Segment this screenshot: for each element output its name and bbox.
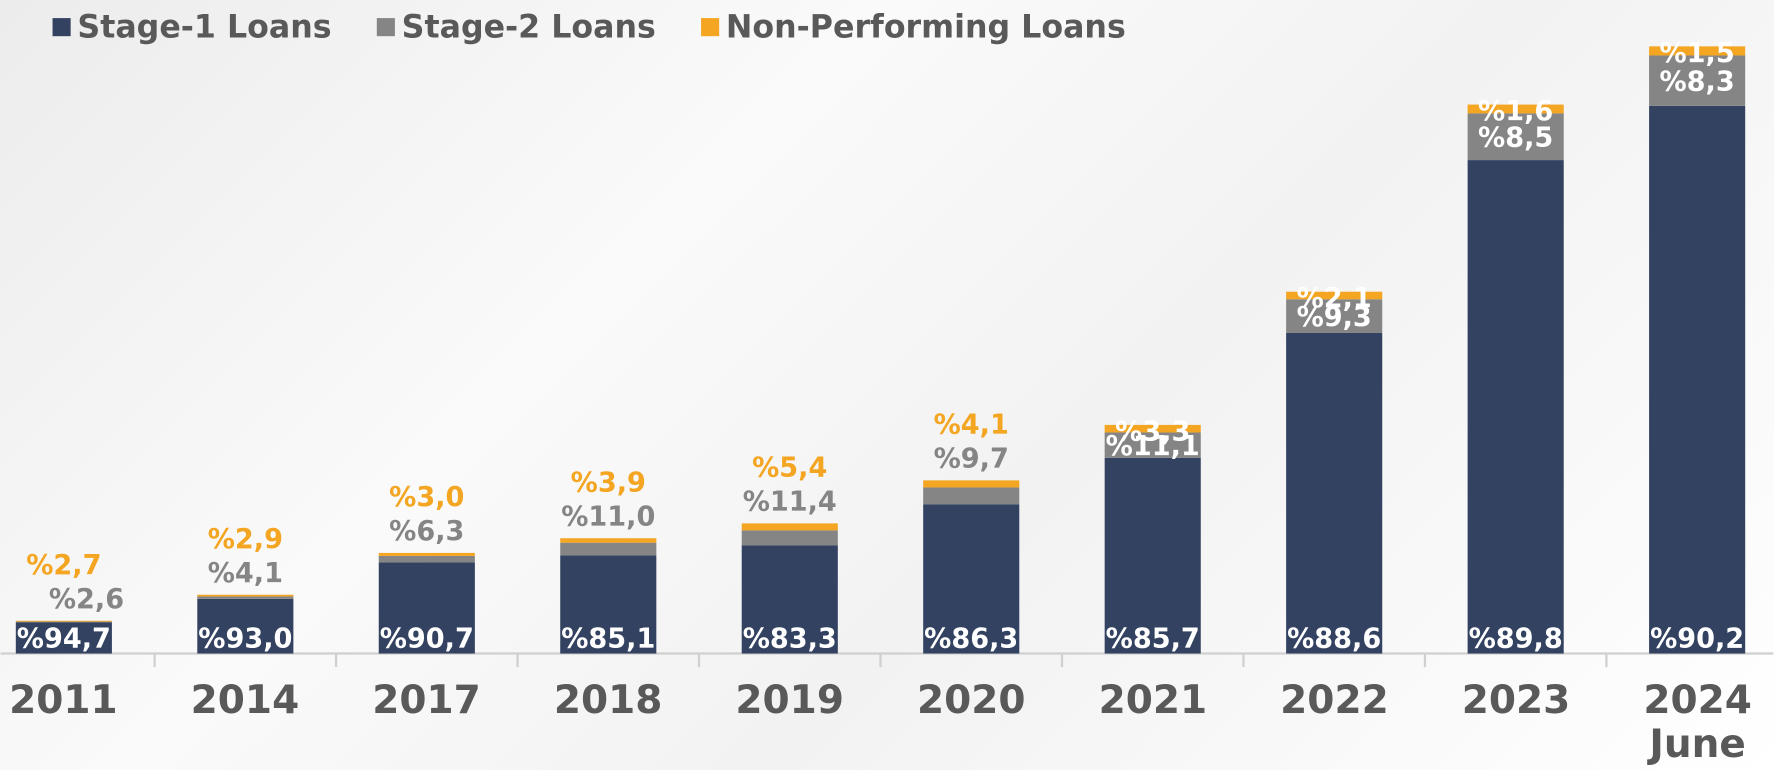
- x-tick-label: 2024 June: [1643, 677, 1752, 767]
- bar-segment: [741, 530, 838, 546]
- bar-segment: [197, 598, 294, 654]
- x-tick-label: 2018: [553, 677, 663, 723]
- bar-segment: [1649, 105, 1746, 654]
- legend-swatch: [376, 18, 395, 37]
- data-label: %11,4: [743, 487, 837, 518]
- data-label: %2,9: [208, 524, 283, 555]
- data-label: %8,5: [1478, 122, 1553, 153]
- bar-segment: [560, 542, 657, 556]
- bar-segment: [1286, 291, 1383, 300]
- legend-swatch: [701, 18, 720, 37]
- x-tick-label: 2022: [1280, 677, 1389, 723]
- x-tick-label: 2017: [372, 677, 481, 723]
- data-label: %83,3: [743, 623, 837, 654]
- data-label: %4,1: [934, 410, 1009, 441]
- bar-segment: [1649, 55, 1746, 106]
- data-label: %11,1: [1106, 431, 1200, 462]
- data-label: %90,2: [1650, 623, 1744, 654]
- data-label: %2,7: [26, 550, 101, 581]
- bar-segment: [197, 594, 294, 597]
- bar-segment: [15, 620, 112, 622]
- data-label: %85,1: [561, 623, 655, 654]
- data-label: %3,0: [389, 482, 464, 513]
- data-label: %3,9: [571, 467, 646, 498]
- data-label: %89,8: [1469, 623, 1563, 654]
- x-tick-label: 2021: [1098, 677, 1208, 723]
- data-label: %94,7: [17, 623, 111, 654]
- data-label: %88,6: [1287, 623, 1381, 654]
- bar-segment: [1467, 104, 1564, 114]
- bar-segment: [923, 504, 1020, 654]
- data-label: %90,7: [380, 623, 474, 654]
- data-label: %1,6: [1478, 96, 1553, 127]
- data-label: %85,7: [1106, 623, 1200, 654]
- data-label: %2,6: [49, 584, 124, 615]
- data-label: %9,3: [1297, 302, 1372, 333]
- data-label: %2,1: [1297, 283, 1372, 314]
- bar-segment: [560, 555, 657, 654]
- bar-segment: [741, 523, 838, 531]
- bar-segment: [1286, 332, 1383, 654]
- bar-segment: [1104, 457, 1201, 654]
- x-tick-label: 2020: [917, 677, 1026, 723]
- data-label: %1,5: [1660, 38, 1735, 69]
- data-label: %11,0: [561, 501, 655, 532]
- bar-segment: [560, 538, 657, 543]
- bar-segment: [15, 622, 112, 654]
- x-tick-label: 2019: [735, 677, 844, 723]
- legend-label: Stage-2 Loans: [402, 9, 656, 45]
- bar-segment: [923, 480, 1020, 488]
- legend-label: Non-Performing Loans: [726, 9, 1126, 45]
- bar-segment: [1467, 113, 1564, 161]
- data-label: %5,4: [752, 453, 827, 484]
- bar-segment: [1286, 299, 1383, 333]
- legend-label: Stage-1 Loans: [77, 9, 331, 45]
- x-tick-label: 2011: [9, 677, 118, 723]
- bar-segment: [197, 596, 294, 599]
- data-label: %6,3: [389, 516, 464, 547]
- data-label: %93,0: [198, 623, 292, 654]
- bar-segment: [15, 621, 112, 623]
- data-label: %86,3: [924, 623, 1018, 654]
- bar-segment: [1104, 432, 1201, 458]
- bar-segment: [1649, 46, 1746, 56]
- data-label: %4,1: [208, 558, 283, 589]
- bar-segment: [923, 487, 1020, 505]
- data-label: %3,3: [1115, 416, 1190, 447]
- bar-segment: [1467, 160, 1564, 654]
- x-tick-label: 2023: [1461, 677, 1571, 723]
- data-label: %8,3: [1660, 66, 1735, 97]
- x-tick-label: 2014: [190, 677, 300, 723]
- bar-segment: [1104, 424, 1201, 433]
- bar-segment: [378, 562, 475, 654]
- data-label: %9,7: [934, 444, 1009, 475]
- bar-segment: [378, 552, 475, 556]
- bar-segment: [378, 555, 475, 563]
- bar-segment: [741, 545, 838, 654]
- legend-swatch: [52, 18, 71, 37]
